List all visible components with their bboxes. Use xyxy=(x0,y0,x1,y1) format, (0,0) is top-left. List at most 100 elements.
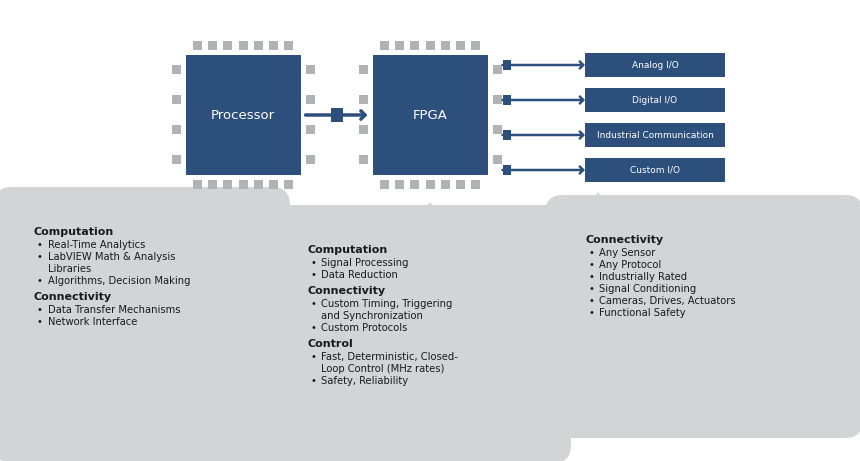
Text: Network Interface: Network Interface xyxy=(48,317,138,327)
FancyBboxPatch shape xyxy=(380,41,389,50)
Text: Processor: Processor xyxy=(211,108,275,122)
Text: FPGA: FPGA xyxy=(413,108,447,122)
Text: Industrially Rated: Industrially Rated xyxy=(599,272,687,282)
FancyBboxPatch shape xyxy=(426,180,434,189)
FancyBboxPatch shape xyxy=(493,65,501,75)
FancyBboxPatch shape xyxy=(471,41,480,50)
FancyBboxPatch shape xyxy=(493,125,501,135)
Text: •: • xyxy=(588,272,594,282)
FancyBboxPatch shape xyxy=(305,125,315,135)
FancyBboxPatch shape xyxy=(208,41,218,50)
FancyBboxPatch shape xyxy=(493,155,501,165)
FancyBboxPatch shape xyxy=(395,41,404,50)
FancyBboxPatch shape xyxy=(224,180,232,189)
FancyBboxPatch shape xyxy=(267,205,571,461)
Text: Connectivity: Connectivity xyxy=(307,286,385,296)
FancyBboxPatch shape xyxy=(238,180,248,189)
Text: Connectivity: Connectivity xyxy=(34,292,112,302)
Text: Signal Conditioning: Signal Conditioning xyxy=(599,284,697,294)
FancyBboxPatch shape xyxy=(502,130,511,140)
FancyBboxPatch shape xyxy=(372,55,488,175)
FancyBboxPatch shape xyxy=(410,41,420,50)
Text: Fast, Deterministic, Closed-: Fast, Deterministic, Closed- xyxy=(321,352,458,362)
FancyBboxPatch shape xyxy=(284,41,293,50)
FancyBboxPatch shape xyxy=(585,123,725,147)
Text: •: • xyxy=(310,258,316,268)
FancyBboxPatch shape xyxy=(254,180,262,189)
FancyBboxPatch shape xyxy=(440,41,450,50)
FancyBboxPatch shape xyxy=(359,65,367,75)
Text: •: • xyxy=(310,323,316,333)
Text: •: • xyxy=(37,317,43,327)
Text: •: • xyxy=(588,296,594,306)
Text: •: • xyxy=(588,308,594,318)
FancyBboxPatch shape xyxy=(359,125,367,135)
FancyBboxPatch shape xyxy=(0,187,290,461)
FancyBboxPatch shape xyxy=(426,41,434,50)
Text: •: • xyxy=(310,352,316,362)
FancyBboxPatch shape xyxy=(238,41,248,50)
FancyBboxPatch shape xyxy=(208,180,218,189)
Text: •: • xyxy=(310,299,316,309)
Text: Libraries: Libraries xyxy=(48,264,91,274)
FancyBboxPatch shape xyxy=(171,65,181,75)
FancyBboxPatch shape xyxy=(471,180,480,189)
FancyBboxPatch shape xyxy=(493,95,501,105)
FancyBboxPatch shape xyxy=(193,180,202,189)
Text: •: • xyxy=(37,305,43,315)
Polygon shape xyxy=(414,203,446,227)
Text: Loop Control (MHz rates): Loop Control (MHz rates) xyxy=(321,364,445,374)
FancyBboxPatch shape xyxy=(456,180,465,189)
FancyBboxPatch shape xyxy=(395,180,404,189)
Text: LabVIEW Math & Analysis: LabVIEW Math & Analysis xyxy=(48,252,175,262)
Text: Connectivity: Connectivity xyxy=(585,235,663,245)
FancyBboxPatch shape xyxy=(171,155,181,165)
Text: Digital I/O: Digital I/O xyxy=(632,95,678,105)
FancyBboxPatch shape xyxy=(545,195,860,438)
FancyBboxPatch shape xyxy=(410,180,420,189)
Polygon shape xyxy=(227,185,259,209)
FancyBboxPatch shape xyxy=(305,155,315,165)
FancyBboxPatch shape xyxy=(186,55,300,175)
FancyBboxPatch shape xyxy=(502,95,511,105)
FancyBboxPatch shape xyxy=(193,41,202,50)
Text: Analog I/O: Analog I/O xyxy=(631,60,679,70)
Text: and Synchronization: and Synchronization xyxy=(321,311,423,321)
FancyBboxPatch shape xyxy=(305,95,315,105)
FancyBboxPatch shape xyxy=(330,108,342,122)
FancyBboxPatch shape xyxy=(254,41,262,50)
Text: •: • xyxy=(37,240,43,250)
Text: Computation: Computation xyxy=(307,245,387,255)
Text: Any Protocol: Any Protocol xyxy=(599,260,661,270)
FancyBboxPatch shape xyxy=(359,95,367,105)
FancyBboxPatch shape xyxy=(585,88,725,112)
FancyBboxPatch shape xyxy=(224,41,232,50)
FancyBboxPatch shape xyxy=(585,53,725,77)
FancyBboxPatch shape xyxy=(456,41,465,50)
FancyBboxPatch shape xyxy=(284,180,293,189)
Text: •: • xyxy=(588,284,594,294)
Text: Data Reduction: Data Reduction xyxy=(321,270,398,280)
Text: Computation: Computation xyxy=(34,227,114,237)
Text: •: • xyxy=(588,248,594,258)
Text: Signal Processing: Signal Processing xyxy=(321,258,408,268)
Text: •: • xyxy=(37,252,43,262)
FancyBboxPatch shape xyxy=(305,65,315,75)
Text: Custom Timing, Triggering: Custom Timing, Triggering xyxy=(321,299,452,309)
Text: Safety, Reliability: Safety, Reliability xyxy=(321,376,408,386)
Text: Control: Control xyxy=(307,339,353,349)
FancyBboxPatch shape xyxy=(380,180,389,189)
Text: Custom I/O: Custom I/O xyxy=(630,165,680,175)
Text: Cameras, Drives, Actuators: Cameras, Drives, Actuators xyxy=(599,296,735,306)
FancyBboxPatch shape xyxy=(171,125,181,135)
Text: •: • xyxy=(588,260,594,270)
FancyBboxPatch shape xyxy=(440,180,450,189)
FancyBboxPatch shape xyxy=(502,165,511,175)
Text: Any Sensor: Any Sensor xyxy=(599,248,655,258)
FancyBboxPatch shape xyxy=(359,155,367,165)
FancyBboxPatch shape xyxy=(502,60,511,70)
FancyBboxPatch shape xyxy=(269,41,278,50)
Text: •: • xyxy=(310,376,316,386)
Text: •: • xyxy=(37,276,43,286)
FancyBboxPatch shape xyxy=(585,158,725,182)
